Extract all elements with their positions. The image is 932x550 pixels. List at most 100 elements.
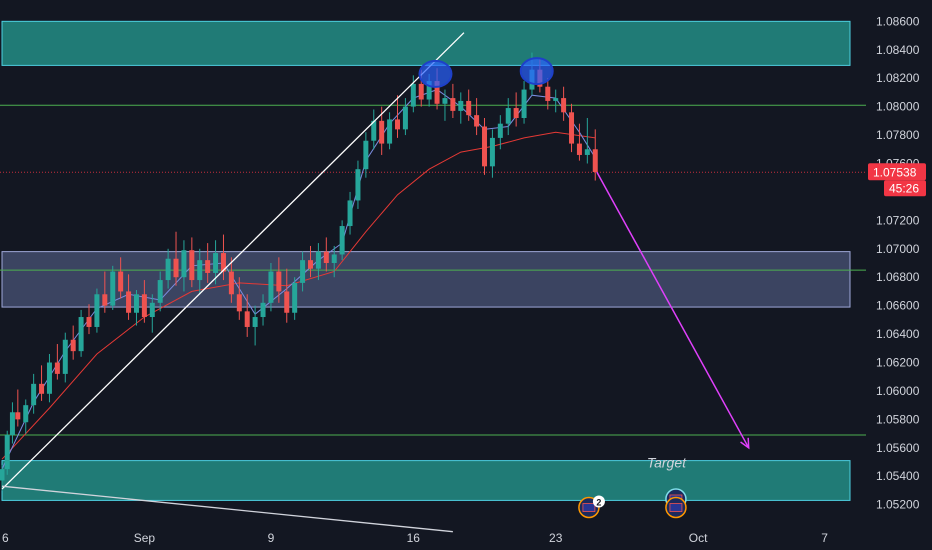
candle-body bbox=[371, 120, 377, 141]
price-tick-label: 1.06200 bbox=[876, 356, 920, 370]
price-axis[interactable]: 1.086001.084001.082001.080001.078001.076… bbox=[876, 14, 920, 511]
candle bbox=[561, 86, 567, 121]
candle-body bbox=[379, 120, 385, 144]
second-top-marker[interactable] bbox=[519, 57, 554, 86]
candle-body bbox=[434, 81, 440, 104]
flag-icon-shape bbox=[582, 503, 596, 512]
candle-body bbox=[584, 149, 590, 155]
candles-layer bbox=[0, 52, 598, 491]
candle bbox=[220, 234, 226, 281]
drawings-layer[interactable] bbox=[1, 32, 750, 533]
candle bbox=[307, 245, 313, 278]
price-tick-label: 1.05200 bbox=[876, 498, 920, 512]
candle-body bbox=[157, 280, 163, 303]
candle-body bbox=[355, 169, 361, 201]
first-top-marker[interactable] bbox=[418, 59, 453, 88]
candle-body bbox=[545, 86, 551, 101]
candle-body bbox=[442, 98, 448, 104]
candle bbox=[205, 243, 211, 283]
candle-body bbox=[228, 271, 234, 295]
candle bbox=[292, 277, 298, 320]
candle bbox=[173, 231, 179, 286]
target-zone[interactable] bbox=[1, 460, 851, 501]
candle bbox=[244, 294, 250, 337]
candle-body bbox=[62, 339, 68, 374]
forecast-arrow-line[interactable] bbox=[596, 171, 750, 449]
candle bbox=[165, 248, 171, 289]
candle-body bbox=[553, 98, 559, 101]
candle-body bbox=[31, 383, 37, 406]
candle bbox=[315, 243, 321, 281]
candle bbox=[157, 271, 163, 312]
candle-body bbox=[402, 106, 408, 130]
time-tick-label: Sep bbox=[134, 531, 156, 545]
candle-body bbox=[363, 140, 369, 170]
candle-body bbox=[347, 200, 353, 227]
forecast-arrow-head[interactable] bbox=[740, 437, 750, 450]
candle-body bbox=[220, 253, 226, 272]
candle bbox=[474, 98, 480, 136]
candle bbox=[260, 294, 266, 326]
candle-body bbox=[395, 119, 400, 130]
candle-body bbox=[173, 258, 179, 278]
candle-body bbox=[592, 149, 598, 173]
candle-body bbox=[39, 383, 45, 394]
levels-layer bbox=[0, 104, 866, 436]
candle bbox=[181, 240, 187, 292]
time-tick-label: 9 bbox=[268, 531, 275, 545]
rising-trendline[interactable] bbox=[1, 32, 465, 490]
economic-events[interactable]: 2 bbox=[578, 488, 687, 519]
candle bbox=[31, 373, 37, 414]
candle bbox=[228, 257, 234, 303]
candle-body bbox=[300, 260, 306, 283]
event-icon-1[interactable]: 2 bbox=[578, 495, 605, 519]
price-tick-label: 1.06000 bbox=[876, 384, 920, 398]
candle bbox=[78, 309, 84, 357]
price-tick-label: 1.07200 bbox=[876, 213, 920, 227]
candle-body bbox=[466, 100, 472, 116]
candle-body bbox=[189, 250, 195, 281]
candle-body bbox=[197, 260, 203, 281]
candle bbox=[402, 98, 408, 136]
supply-zone[interactable] bbox=[1, 20, 851, 66]
candle-body bbox=[331, 254, 337, 263]
candle bbox=[86, 304, 92, 335]
candle bbox=[15, 389, 21, 427]
candle-body bbox=[268, 271, 274, 303]
time-tick-label: 7 bbox=[821, 531, 828, 545]
candle-body bbox=[458, 100, 464, 111]
flag-icon-shape bbox=[669, 503, 683, 512]
candle bbox=[300, 251, 306, 292]
candle-body bbox=[387, 119, 393, 144]
candle bbox=[466, 89, 472, 121]
candle-body bbox=[205, 260, 211, 273]
candle-body bbox=[569, 112, 575, 144]
candle bbox=[46, 353, 52, 403]
falling-trendline[interactable] bbox=[1, 485, 453, 533]
event-icon-3[interactable] bbox=[665, 496, 687, 519]
candle-body bbox=[489, 137, 495, 167]
candle bbox=[458, 92, 464, 124]
candle bbox=[387, 112, 393, 150]
event-count-badge: 2 bbox=[596, 498, 601, 508]
candle-body bbox=[260, 302, 266, 318]
candle-body bbox=[450, 98, 456, 111]
candle bbox=[482, 117, 488, 175]
candle-body bbox=[513, 108, 519, 118]
time-axis[interactable]: 6 Sep 9 16 23 Oct 7 bbox=[2, 531, 828, 545]
candle bbox=[118, 257, 124, 299]
candle-body bbox=[86, 317, 92, 327]
candle bbox=[489, 129, 495, 178]
candle bbox=[197, 248, 203, 295]
slow-moving-average-line bbox=[1, 131, 596, 460]
price-tick-label: 1.08600 bbox=[876, 14, 920, 28]
countdown-box bbox=[884, 180, 926, 197]
candle bbox=[513, 92, 519, 127]
candle bbox=[39, 365, 45, 401]
candle-body bbox=[505, 108, 511, 124]
candle bbox=[363, 132, 369, 178]
candle bbox=[569, 103, 575, 153]
candle bbox=[505, 98, 511, 136]
